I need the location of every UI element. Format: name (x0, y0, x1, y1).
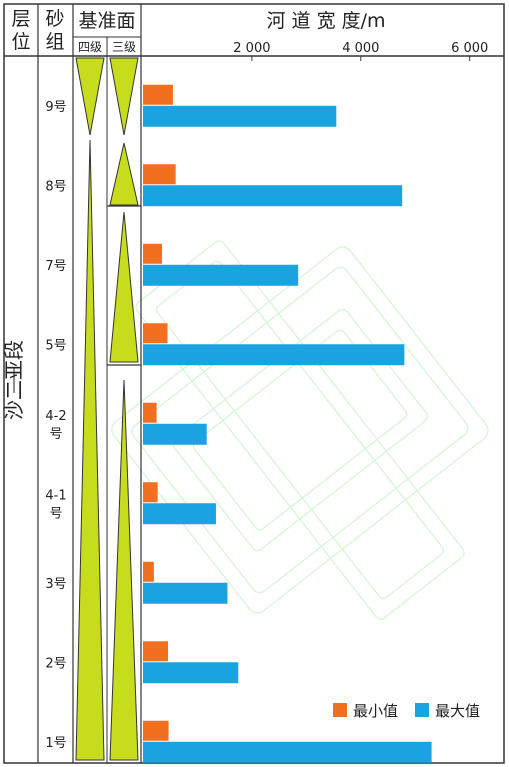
legend-swatch (333, 703, 347, 717)
legend: 最小值 最大值 (333, 702, 480, 720)
bar-max-value (143, 582, 228, 604)
third-order-triangle-3 (109, 211, 139, 363)
category-label: 1号 (45, 736, 66, 751)
fourth-order-rising-triangle (75, 139, 105, 761)
header-fourth-order: 四级 (78, 40, 102, 54)
x-tick-label: 6 000 (451, 41, 488, 56)
category-label: 4-1 (45, 488, 66, 503)
bar-min-value (143, 720, 169, 741)
category-label: 号 (49, 506, 62, 521)
chart-axis-title: 河 道 宽 度/m (266, 10, 385, 32)
category-label: 5号 (45, 338, 66, 353)
fourth-order-falling-triangle (75, 57, 105, 136)
bar-max-value (143, 344, 405, 366)
bar-max-value (143, 662, 239, 684)
header-layer-line1: 层 (11, 8, 30, 30)
third-order-triangle-1 (109, 57, 139, 136)
category-label: 9号 (45, 100, 66, 115)
category-label: 4-2 (45, 409, 66, 424)
bar-min-value (143, 561, 154, 582)
bar-max-value (143, 423, 207, 445)
category-label: 7号 (45, 259, 66, 274)
outer-frame (3, 3, 505, 764)
x-tick-label: 4 000 (342, 41, 379, 56)
bar-max-value (143, 185, 403, 207)
bar-max-value (143, 105, 337, 127)
header-layer-line2: 位 (11, 31, 30, 53)
header-sand-line1: 砂 (45, 8, 64, 30)
legend-swatch (415, 703, 429, 717)
bar-max-value (143, 503, 216, 525)
bar-max-value (143, 741, 432, 763)
third-order-cycles (107, 57, 141, 761)
header-third-order: 三级 (112, 40, 136, 54)
category-label: 2号 (45, 656, 66, 671)
legend-label: 最大值 (435, 702, 480, 720)
bar-max-value (143, 264, 299, 286)
bar-min-value (143, 402, 157, 423)
header-datum: 基准面 (78, 10, 135, 32)
x-tick-label: 2 000 (233, 41, 270, 56)
bar-min-value (143, 84, 173, 105)
category-label: 号 (49, 427, 62, 442)
category-label: 8号 (45, 179, 66, 194)
bar-min-value (143, 641, 169, 662)
bar-min-value (143, 482, 158, 503)
bar-min-value (143, 243, 163, 264)
legend-label: 最小值 (353, 702, 398, 720)
third-order-triangle-4 (109, 379, 139, 761)
fourth-order-cycles (75, 57, 105, 761)
category-label: 3号 (45, 577, 66, 592)
third-order-triangle-2 (109, 142, 139, 206)
bar-min-value (143, 164, 176, 185)
header-sand-line2: 组 (45, 31, 64, 53)
bar-min-value (143, 323, 168, 344)
